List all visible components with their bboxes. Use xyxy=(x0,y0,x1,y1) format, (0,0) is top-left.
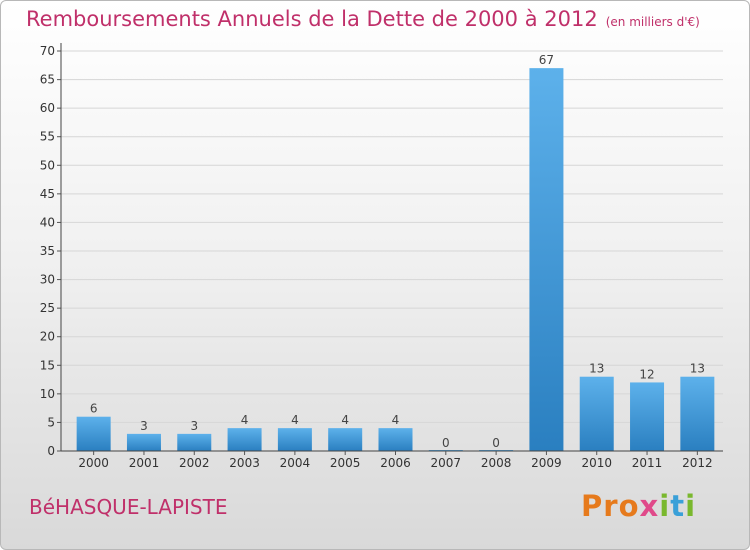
x-tick-label: 2000 xyxy=(78,456,109,470)
x-tick-label: 2003 xyxy=(229,456,260,470)
y-tick-label: 5 xyxy=(47,415,55,429)
x-tick-label: 2009 xyxy=(531,456,562,470)
data-label: 4 xyxy=(291,413,299,427)
x-tick-label: 2001 xyxy=(129,456,160,470)
data-label: 4 xyxy=(341,413,349,427)
data-label: 4 xyxy=(241,413,249,427)
chart-subtitle: (en milliers d'€) xyxy=(605,15,700,29)
x-tick-label: 2005 xyxy=(330,456,361,470)
data-label: 3 xyxy=(190,419,198,433)
data-label: 6 xyxy=(90,402,98,416)
bar-2009 xyxy=(529,68,564,452)
bar-chart: 0510152025303540455055606570200062001320… xyxy=(40,43,723,470)
y-tick-label: 45 xyxy=(40,187,55,201)
bar-2002 xyxy=(177,433,212,451)
commune-name: BéHASQUE-LAPISTE xyxy=(29,495,228,519)
x-tick-label: 2012 xyxy=(682,456,713,470)
y-tick-label: 55 xyxy=(40,130,55,144)
bar-2011 xyxy=(630,382,665,451)
logo-letter: o xyxy=(618,489,640,523)
data-label: 3 xyxy=(140,419,148,433)
x-tick-label: 2008 xyxy=(481,456,512,470)
bar-2001 xyxy=(126,433,161,451)
x-tick-label: 2002 xyxy=(179,456,210,470)
proxiti-logo: Proxiti xyxy=(581,489,696,523)
y-tick-label: 50 xyxy=(40,158,55,172)
bar-2000 xyxy=(76,416,111,451)
y-tick-label: 20 xyxy=(40,330,55,344)
bar-2003 xyxy=(227,428,262,451)
logo-letter: t xyxy=(670,489,686,523)
y-tick-label: 65 xyxy=(40,73,55,87)
data-label: 13 xyxy=(589,362,604,376)
data-label: 12 xyxy=(639,367,654,381)
logo-letter: i xyxy=(685,489,697,523)
y-tick-label: 35 xyxy=(40,244,55,258)
y-tick-label: 15 xyxy=(40,358,55,372)
bar-2005 xyxy=(328,428,363,451)
data-label: 4 xyxy=(392,413,400,427)
data-label: 0 xyxy=(442,436,450,450)
data-label: 67 xyxy=(539,53,554,67)
bar-2004 xyxy=(277,428,312,451)
data-label: 13 xyxy=(690,362,705,376)
bar-2012 xyxy=(680,376,715,451)
data-label: 0 xyxy=(492,436,500,450)
chart-title: Remboursements Annuels de la Dette de 20… xyxy=(26,7,700,31)
logo-letter: x xyxy=(639,489,660,523)
y-tick-label: 60 xyxy=(40,101,55,115)
y-tick-label: 40 xyxy=(40,215,55,229)
x-tick-label: 2004 xyxy=(280,456,311,470)
logo-letter: i xyxy=(659,489,671,523)
x-tick-label: 2007 xyxy=(431,456,462,470)
y-tick-label: 30 xyxy=(40,273,55,287)
x-tick-label: 2006 xyxy=(380,456,411,470)
y-tick-label: 10 xyxy=(40,387,55,401)
y-tick-label: 0 xyxy=(47,444,55,458)
bar-2006 xyxy=(378,428,413,451)
logo-letter: P xyxy=(581,489,604,523)
x-tick-label: 2011 xyxy=(632,456,663,470)
y-tick-label: 70 xyxy=(40,44,55,58)
x-tick-label: 2010 xyxy=(581,456,612,470)
bar-2010 xyxy=(579,376,614,451)
chart-title-text: Remboursements Annuels de la Dette de 20… xyxy=(26,7,598,31)
logo-letter: r xyxy=(603,489,619,523)
y-tick-label: 25 xyxy=(40,301,55,315)
